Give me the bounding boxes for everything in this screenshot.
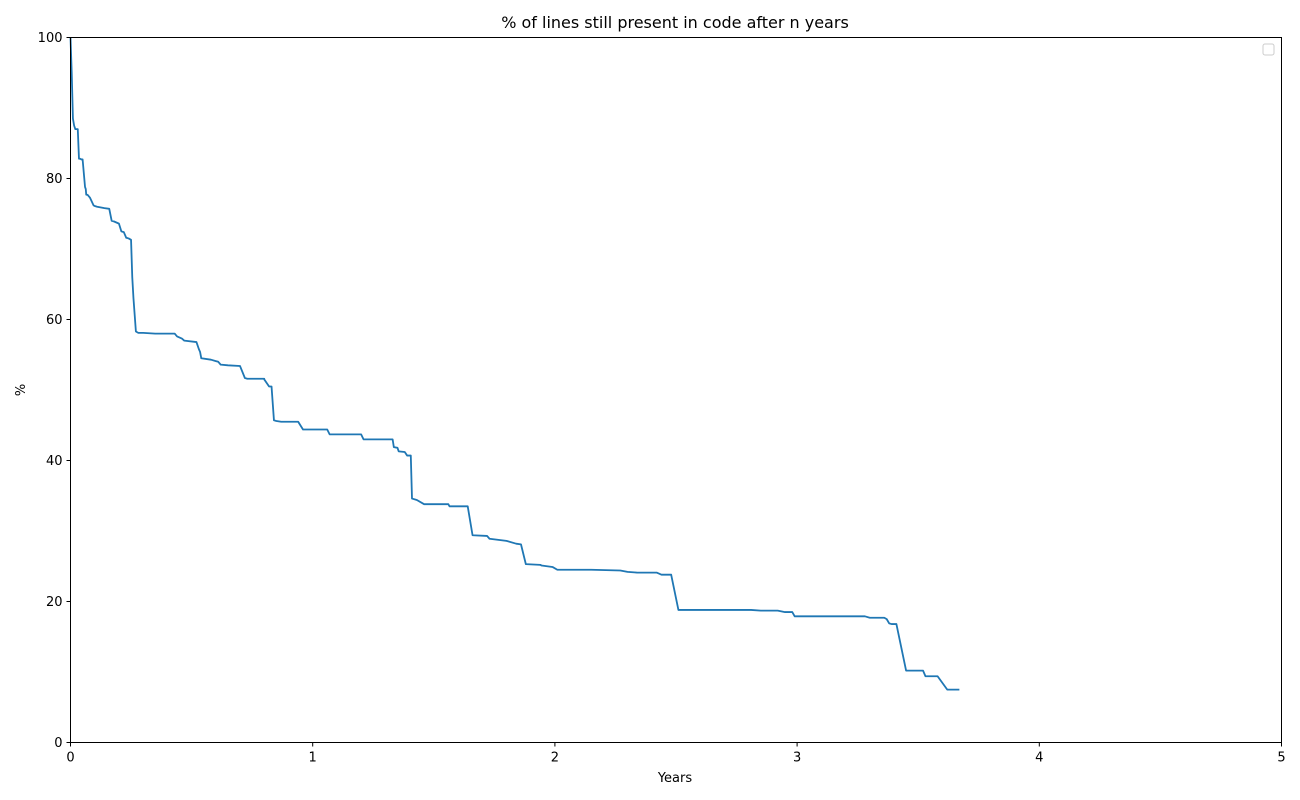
- chart-title: % of lines still present in code after n…: [501, 13, 849, 32]
- x-tick-label: 4: [1035, 751, 1043, 766]
- plot-frame: [70, 37, 1282, 743]
- y-axis-label: %: [14, 384, 29, 396]
- y-tick-label: 80: [46, 172, 63, 187]
- y-tick-label: 60: [46, 313, 63, 328]
- x-tick-label: 0: [66, 751, 74, 766]
- legend-box: [1262, 43, 1275, 56]
- y-tick-label: 0: [54, 736, 62, 751]
- x-tick-label: 3: [793, 751, 801, 766]
- x-axis-label: Years: [657, 771, 693, 786]
- series-line-0: [69, 37, 960, 691]
- y-tick-label: 20: [46, 595, 63, 610]
- y-tick-label: 40: [46, 454, 63, 469]
- y-axis-ticks: 0 20 40 60 80 100: [38, 31, 71, 751]
- x-tick-label: 2: [551, 751, 559, 766]
- x-axis-ticks: 0 1 2 3 4 5: [66, 742, 1286, 766]
- series-layer: [69, 37, 960, 691]
- x-tick-label: 5: [1277, 751, 1285, 766]
- plot-area: [69, 37, 1282, 743]
- y-tick-label: 100: [38, 31, 63, 46]
- x-tick-label: 1: [309, 751, 317, 766]
